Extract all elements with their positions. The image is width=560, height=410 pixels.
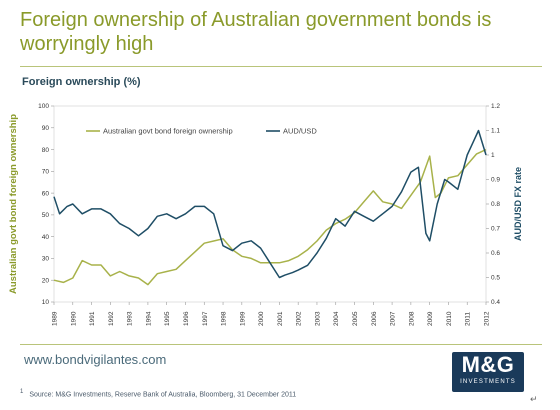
x-tick-label: 1993	[127, 311, 134, 326]
y-right-tick-label: 0.7	[491, 226, 500, 233]
y-left-axis-title: Australian govt bond foreign ownership	[8, 114, 19, 294]
return-mark: ↵	[530, 394, 538, 404]
x-tick-label: 1998	[221, 311, 228, 326]
title-divider	[20, 66, 542, 67]
x-tick-label: 1996	[183, 311, 190, 326]
y-left-tick-label: 20	[42, 277, 50, 284]
x-tick-label: 2002	[296, 311, 303, 326]
source-text: Source: M&G Investments, Reserve Bank of…	[29, 391, 297, 399]
y-left-tick-label: 40	[42, 234, 50, 241]
x-tick-label: 1989	[52, 311, 59, 326]
source-note: 1 Source: M&G Investments, Reserve Bank o…	[20, 389, 296, 398]
x-tick-label: 2005	[352, 311, 359, 326]
y-left-tick-label: 90	[42, 125, 50, 132]
x-tick-label: 1995	[164, 311, 171, 326]
x-tick-label: 2001	[277, 311, 284, 326]
legend-label-audusd: AUD/USD	[283, 127, 317, 136]
footer-divider	[20, 344, 542, 345]
x-tick-label: 2011	[465, 312, 472, 326]
y-right-tick-label: 1	[491, 152, 495, 159]
y-left-tick-label: 80	[42, 147, 50, 154]
x-tick-label: 2006	[371, 311, 378, 326]
x-tick-label: 2003	[314, 311, 321, 326]
y-left-tick-label: 10	[42, 299, 50, 306]
x-tick-label: 2007	[390, 311, 397, 326]
website-link[interactable]: www.bondvigilantes.com	[24, 352, 167, 367]
y-right-tick-label: 0.5	[491, 275, 500, 282]
x-tick-label: 2000	[258, 311, 265, 326]
x-tick-label: 2004	[333, 311, 340, 326]
chart-title: Foreign ownership of Australian governme…	[20, 9, 492, 55]
y-right-tick-label: 0.4	[491, 299, 500, 306]
logo-main-text: M&G	[461, 352, 515, 377]
x-tick-label: 2010	[446, 311, 453, 326]
series-line-audusd	[53, 129, 487, 279]
x-tick-label: 1999	[239, 311, 246, 326]
x-tick-label: 1991	[89, 311, 96, 326]
x-tick-label: 2008	[408, 311, 415, 326]
y-right-tick-label: 1.1	[491, 128, 500, 135]
mg-logo: M&G INVESTMENTS	[452, 352, 524, 392]
x-tick-label: 1994	[145, 311, 152, 326]
legend-label-ownership: Australian govt bond foreign ownership	[103, 127, 233, 136]
x-tick-label: 1997	[202, 311, 209, 326]
x-tick-label: 1992	[108, 311, 115, 326]
logo-sub-text: INVESTMENTS	[460, 379, 516, 385]
footnote-marker: 1	[20, 389, 24, 395]
x-tick-label: 1990	[70, 311, 77, 326]
y-left-tick-label: 30	[42, 256, 50, 263]
series-line-ownership	[53, 148, 487, 286]
y-right-tick-label: 1.2	[491, 103, 500, 110]
y-left-tick-label: 70	[42, 169, 50, 176]
x-tick-label: 2012	[484, 311, 491, 326]
y-left-tick-label: 50	[42, 212, 50, 219]
y-left-tick-label: 100	[38, 103, 49, 110]
y-left-tick-label: 60	[42, 190, 50, 197]
x-tick-label: 2009	[427, 311, 434, 326]
chart-subtitle: Foreign ownership (%)	[22, 76, 141, 88]
y-right-tick-label: 0.8	[491, 201, 500, 208]
y-right-tick-label: 0.6	[491, 250, 500, 257]
y-right-axis-title: AUD/USD FX rate	[513, 167, 523, 241]
y-right-tick-label: 0.9	[491, 177, 500, 184]
